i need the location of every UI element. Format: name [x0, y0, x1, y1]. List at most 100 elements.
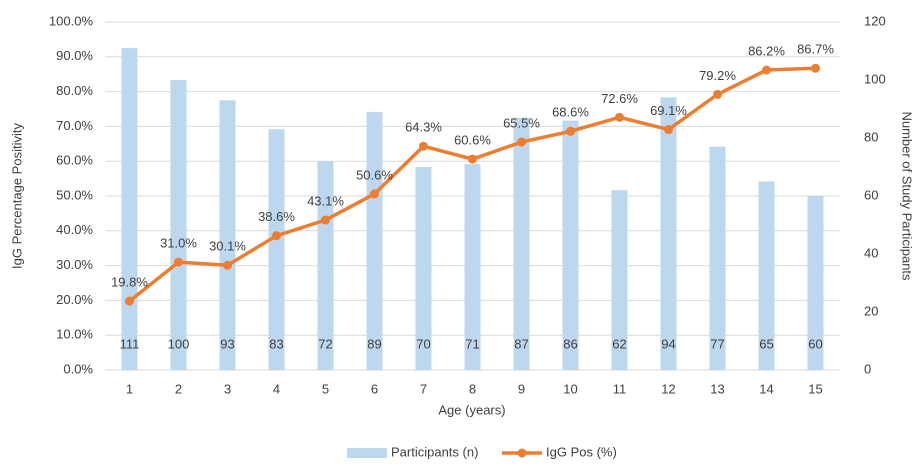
line-point — [174, 257, 183, 267]
line-label: 86.7% — [797, 42, 834, 57]
bar — [121, 48, 138, 370]
line-point — [468, 154, 477, 164]
line-point — [762, 65, 771, 75]
bar — [415, 167, 432, 370]
bar — [709, 146, 726, 370]
y-tick-label: 80.0% — [56, 83, 93, 98]
line-point — [566, 126, 575, 136]
line-point — [419, 141, 428, 151]
bar — [758, 181, 775, 370]
y2-tick-label: 20 — [864, 303, 878, 318]
y2-tick-label: 120 — [864, 13, 886, 28]
x-tick-label: 6 — [371, 381, 378, 396]
line-point — [615, 112, 624, 122]
x-tick-label: 12 — [661, 381, 675, 396]
line-label: 19.8% — [111, 275, 148, 290]
y-tick-label: 100.0% — [49, 13, 94, 28]
bar — [611, 190, 628, 370]
x-tick-label: 2 — [175, 381, 182, 396]
bar-label: 77 — [710, 336, 724, 351]
bar — [366, 111, 383, 371]
y2-tick-label: 60 — [864, 187, 878, 202]
x-tick-label: 14 — [759, 381, 773, 396]
legend-swatch — [347, 448, 387, 458]
bar-label: 83 — [269, 336, 283, 351]
y-axis-title: IgG Percentage Positivity — [9, 123, 24, 269]
y-tick-label: 0.0% — [63, 361, 93, 376]
y2-tick-label: 0 — [864, 361, 871, 376]
x-tick-label: 3 — [224, 381, 231, 396]
line-label: 50.6% — [356, 167, 393, 182]
y-tick-label: 20.0% — [56, 292, 93, 307]
x-tick-label: 1 — [126, 381, 133, 396]
bar — [268, 129, 285, 370]
line-label: 86.2% — [748, 43, 785, 58]
bar — [513, 117, 530, 370]
x-tick-label: 7 — [420, 381, 427, 396]
line-label: 72.6% — [601, 91, 638, 106]
line-label: 43.1% — [307, 193, 344, 208]
y-tick-label: 50.0% — [56, 187, 93, 202]
line-label: 65.5% — [503, 115, 540, 130]
line-label: 38.6% — [258, 209, 295, 224]
line-point — [664, 125, 673, 135]
y-tick-label: 30.0% — [56, 257, 93, 272]
bar — [807, 196, 824, 370]
legend-label: IgG Pos (%) — [546, 444, 617, 459]
x-tick-label: 11 — [613, 381, 627, 396]
bar-label: 86 — [563, 336, 577, 351]
line-point — [223, 260, 232, 270]
bar — [464, 164, 481, 370]
x-tick-label: 5 — [322, 381, 329, 396]
y-tick-label: 40.0% — [56, 222, 93, 237]
line-label: 30.1% — [209, 239, 246, 254]
x-tick-label: 10 — [563, 381, 577, 396]
line-label: 79.2% — [699, 68, 736, 83]
line-label: 64.3% — [405, 120, 442, 135]
x-axis-title: Age (years) — [438, 402, 505, 417]
legend-swatch — [517, 448, 527, 458]
line-point — [125, 296, 134, 306]
line-point — [517, 137, 526, 147]
bar-label: 87 — [514, 336, 528, 351]
y2-axis-title: Number of Study Participants — [900, 111, 915, 281]
bar-label: 93 — [220, 336, 234, 351]
legend-label: Participants (n) — [391, 444, 478, 459]
bar — [170, 80, 187, 370]
line-point — [272, 231, 281, 241]
bar — [660, 97, 677, 371]
line-point — [321, 215, 330, 225]
y2-tick-label: 80 — [864, 129, 878, 144]
bar-label: 71 — [465, 336, 479, 351]
line-point — [811, 63, 820, 73]
bar — [317, 161, 334, 370]
line-point — [713, 89, 722, 99]
line-label: 60.6% — [454, 133, 491, 148]
line-label: 69.1% — [650, 103, 687, 118]
x-tick-label: 4 — [273, 381, 280, 396]
bar — [562, 120, 579, 370]
bar-label: 60 — [808, 336, 822, 351]
bar-label: 94 — [661, 336, 675, 351]
bar-label: 65 — [759, 336, 773, 351]
bar-label: 100 — [168, 336, 190, 351]
y2-tick-label: 100 — [864, 71, 886, 86]
bar-label: 89 — [367, 336, 381, 351]
y-tick-label: 60.0% — [56, 153, 93, 168]
y-tick-label: 10.0% — [56, 327, 93, 342]
line-label: 68.6% — [552, 105, 589, 120]
x-tick-label: 13 — [710, 381, 724, 396]
bar-label: 72 — [318, 336, 332, 351]
x-tick-label: 8 — [469, 381, 476, 396]
line-point — [370, 189, 379, 199]
line-label: 31.0% — [160, 236, 197, 251]
y-tick-label: 90.0% — [56, 48, 93, 63]
y-tick-label: 70.0% — [56, 118, 93, 133]
bar-label: 62 — [612, 336, 626, 351]
bar — [219, 100, 236, 371]
x-tick-label: 15 — [808, 381, 822, 396]
bar-label: 111 — [120, 336, 140, 351]
y2-tick-label: 40 — [864, 245, 878, 260]
bar-label: 70 — [416, 336, 430, 351]
